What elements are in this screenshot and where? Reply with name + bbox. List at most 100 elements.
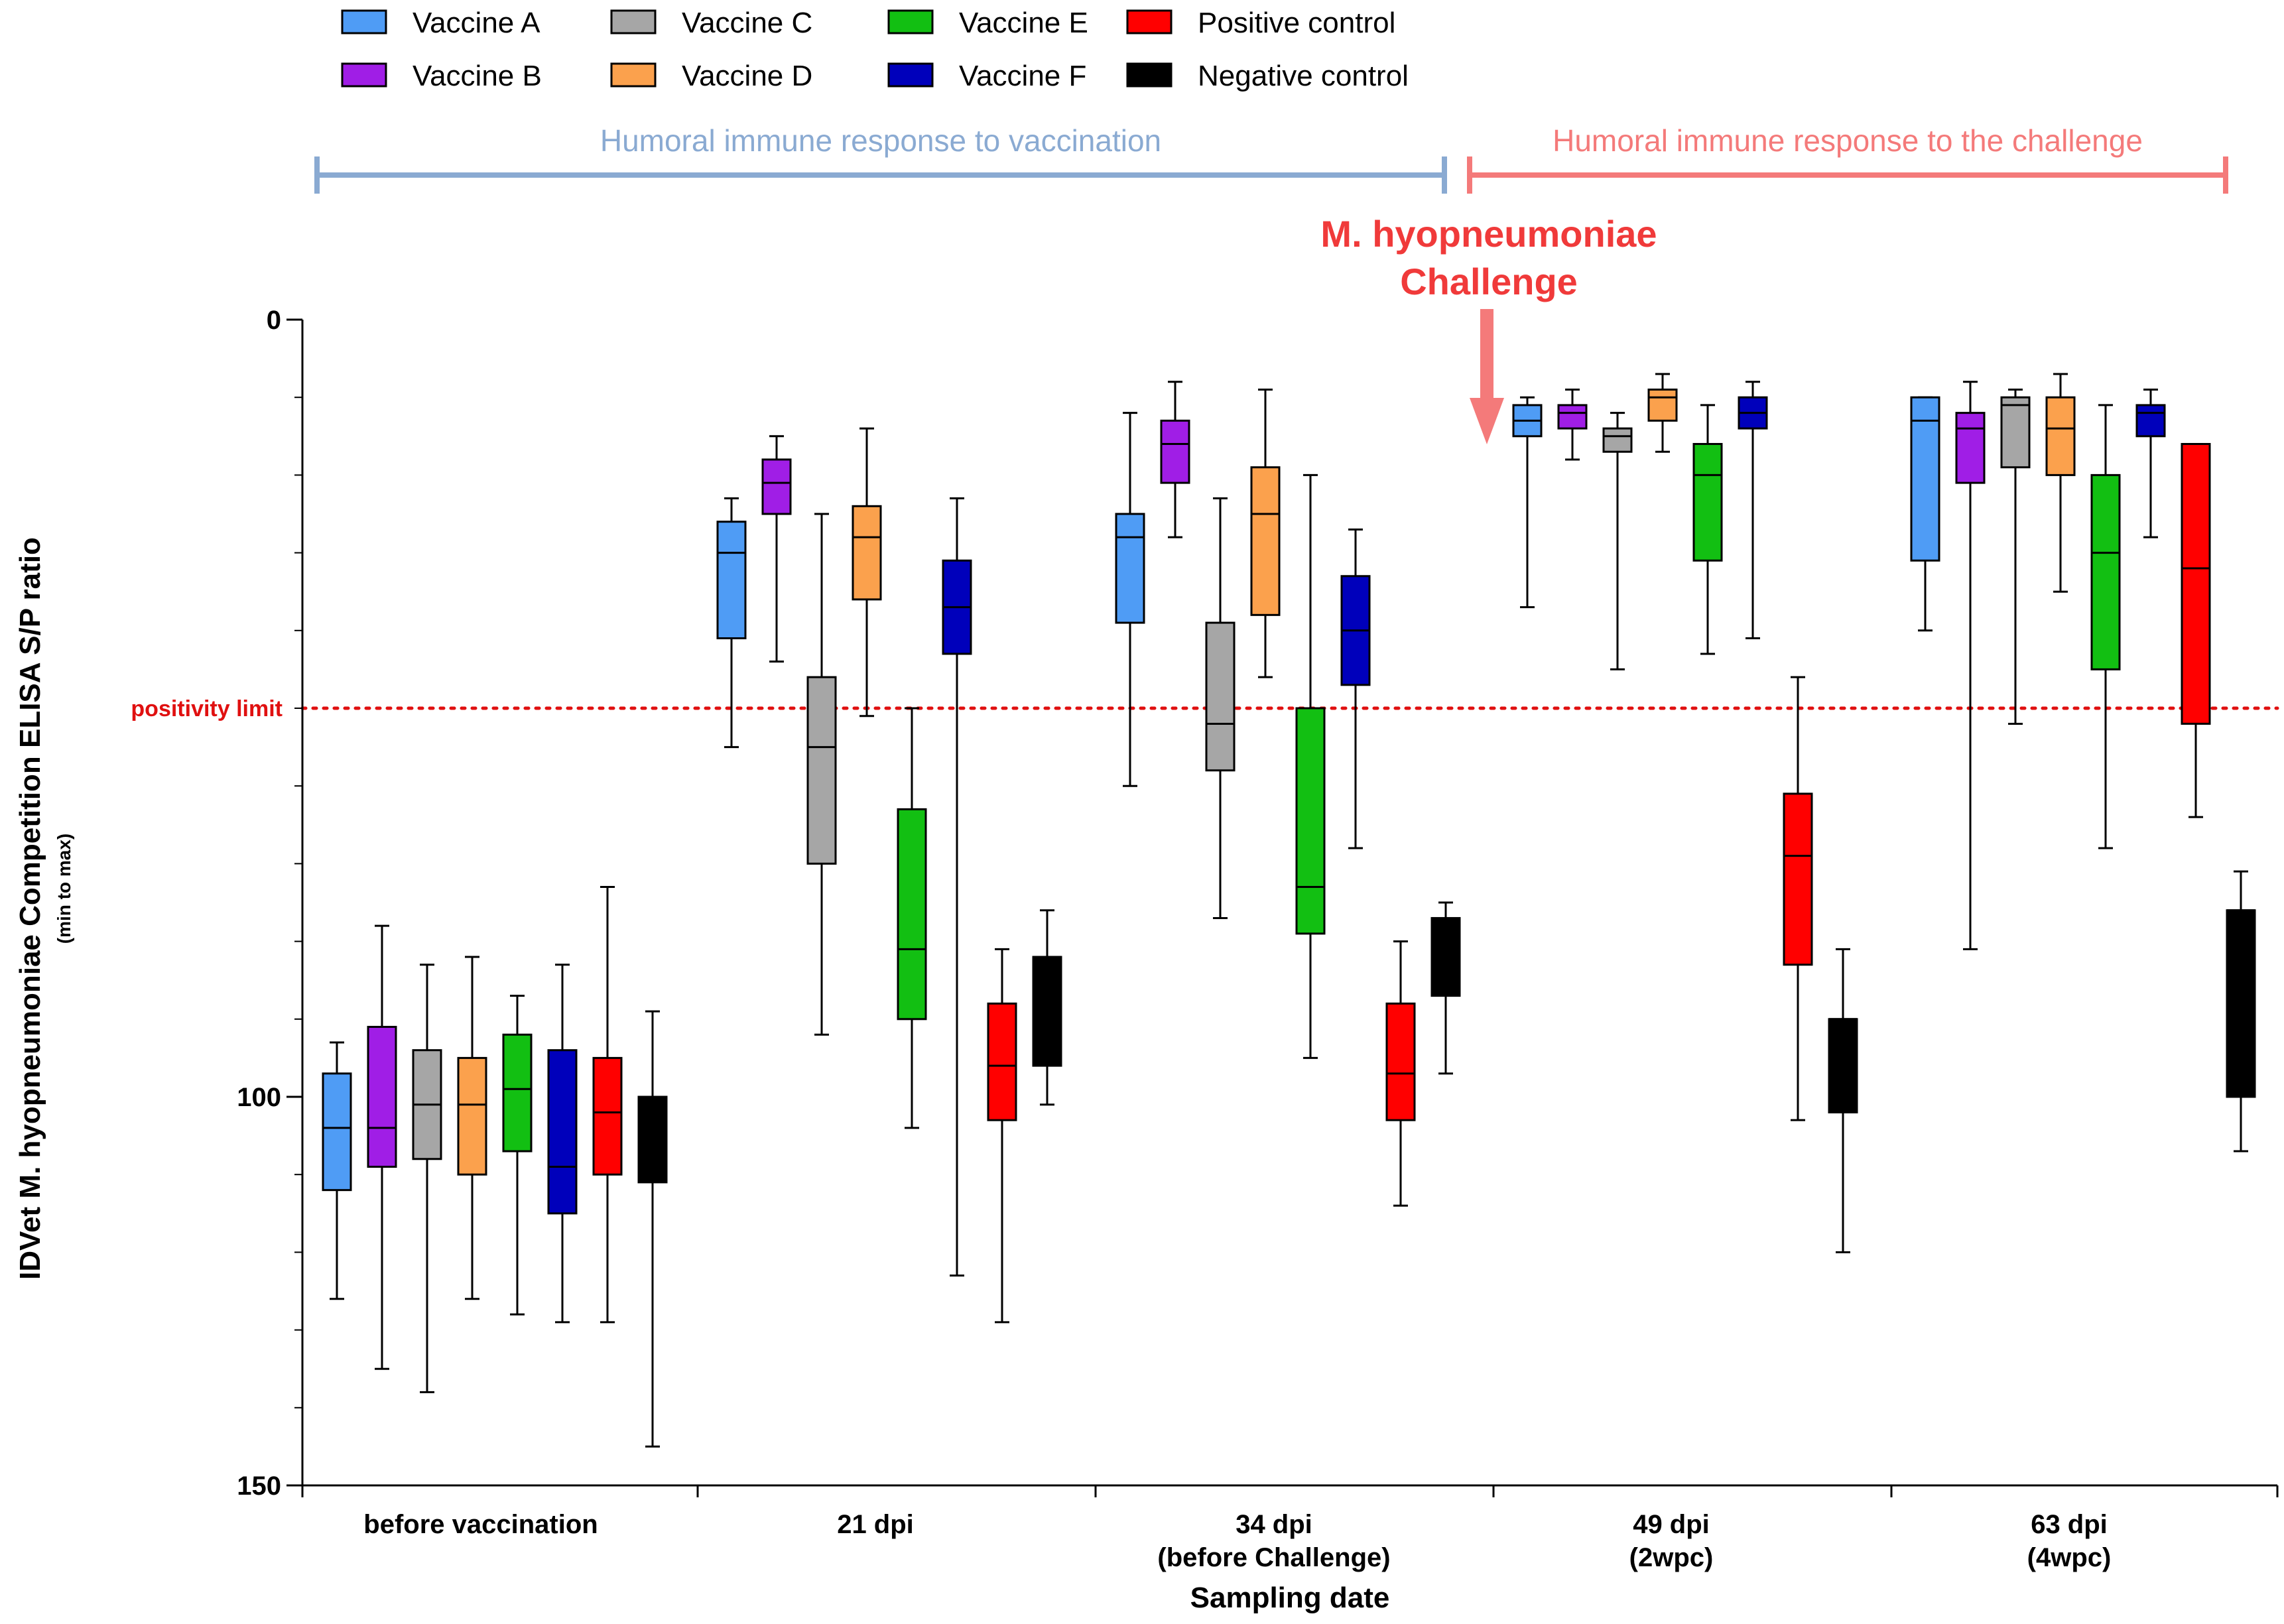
box-body [637,1095,668,1184]
legend-item-positive-control: Positive control [1126,7,1395,39]
box-vaccine-d-4 [1647,373,1678,453]
positivity-limit: positivity limit [131,696,2279,721]
axes: 0 100 150 before vaccination 21 dpi 34 dpi (be… [14,306,2279,1614]
legend-label: Negative control [1198,60,1409,92]
y-tick-label: 100 [237,1083,281,1112]
x-category-label: 21 dpi [837,1510,914,1539]
box-vaccine-e-5 [2090,404,2121,849]
x-category-label: 63 dpi [2031,1510,2108,1539]
box-body [1032,956,1062,1067]
phase-label: Humoral immune response to vaccination [600,123,1161,158]
legend-label: Vaccine A [412,7,540,39]
box-body [502,1033,533,1153]
box-body [367,1026,397,1168]
box-body [1205,621,1236,772]
legend-swatch [610,9,657,34]
y-tick-label: 0 [267,306,281,335]
box-vaccine-c-2 [806,513,837,1036]
challenge-arrow-shaft [1480,309,1493,405]
plot-area [322,373,2256,1448]
box-vaccine-f-5 [2135,388,2166,538]
y-axis-title: IDVet M. hyopneumoniae Competition ELISA… [14,537,46,1280]
box-positive-control-1 [592,886,623,1324]
box-vaccine-e-2 [897,707,927,1129]
box-vaccine-d-5 [2045,373,2076,593]
legend-swatch [1126,62,1173,88]
legend-item-negative-control: Negative control [1126,60,1409,92]
challenge-label-line1: M. hyopneumoniae [1320,213,1657,255]
box-vaccine-a-1 [322,1041,352,1300]
legend-swatch [887,62,934,88]
box-body [1828,1018,1858,1113]
phase-brackets: Humoral immune response to vaccination Hu… [314,123,2228,194]
box-vaccine-a-4 [1512,396,1543,609]
box-body [1250,466,1281,616]
box-body [1160,419,1190,484]
box-vaccine-b-5 [1955,381,1986,950]
box-vaccine-d-2 [852,427,882,718]
box-vaccine-d-1 [457,956,487,1300]
box-vaccine-f-1 [547,964,578,1324]
box-vaccine-e-3 [1295,473,1326,1059]
box-vaccine-c-4 [1602,412,1633,670]
x-category-label: (before Challenge) [1157,1543,1390,1572]
box-vaccine-a-3 [1115,412,1145,787]
phase-1: Humoral immune response to vaccination [314,123,1447,194]
legend-item-vaccine-b: Vaccine B [341,60,542,92]
box-vaccine-f-4 [1738,381,1768,640]
box-body [1783,792,1813,966]
legend-label: Vaccine F [959,60,1086,92]
box-vaccine-a-2 [716,497,747,749]
box-body [2000,396,2031,469]
box-vaccine-f-3 [1340,528,1371,849]
box-positive-control-4 [1783,676,1813,1121]
box-negative-control-2 [1032,909,1062,1106]
x-axis-title: Sampling date [1190,1582,1390,1614]
box-negative-control-1 [637,1010,668,1448]
box-body [852,505,882,601]
box-body [457,1056,487,1176]
legend-item-vaccine-e: Vaccine E [887,7,1088,39]
y-tick-label: 150 [237,1471,281,1501]
box-body [806,676,837,865]
box-body [1430,916,1461,997]
box-body [716,521,747,640]
box-body [1115,513,1145,624]
positivity-limit-label: positivity limit [131,696,283,721]
box-body [1647,388,1678,422]
box-negative-control-4 [1828,948,1858,1253]
box-negative-control-5 [2226,870,2256,1153]
box-vaccine-b-2 [761,435,792,663]
box-body [1955,412,1986,484]
legend-label: Positive control [1198,7,1395,39]
box-body [2135,404,2166,438]
box-negative-control-3 [1430,901,1461,1075]
box-body [761,458,792,515]
box-body [1295,707,1326,935]
box-body [2226,909,2256,1098]
y-axis-subtitle: (min to max) [54,834,74,944]
box-vaccine-b-1 [367,924,397,1370]
box-body [322,1072,352,1192]
legend-item-vaccine-f: Vaccine F [887,60,1086,92]
legend-item-vaccine-a: Vaccine A [341,7,540,39]
box-body [1385,1002,1416,1121]
box-body [2090,473,2121,670]
x-category-label: before vaccination [363,1510,598,1539]
box-body [1557,404,1588,430]
box-vaccine-c-1 [412,964,442,1393]
legend-swatch [610,62,657,88]
box-body [2181,443,2211,725]
legend-label: Vaccine D [682,60,812,92]
legend-label: Vaccine B [412,60,542,92]
box-body [2045,396,2076,476]
challenge-annotation: M. hyopneumoniae Challenge [1320,213,1657,444]
box-positive-control-5 [2181,443,2211,818]
box-body [1602,427,1633,453]
box-vaccine-b-4 [1557,388,1588,461]
x-category-label: 49 dpi [1633,1510,1710,1539]
x-category-label: 34 dpi [1236,1510,1312,1539]
box-vaccine-c-5 [2000,388,2031,725]
